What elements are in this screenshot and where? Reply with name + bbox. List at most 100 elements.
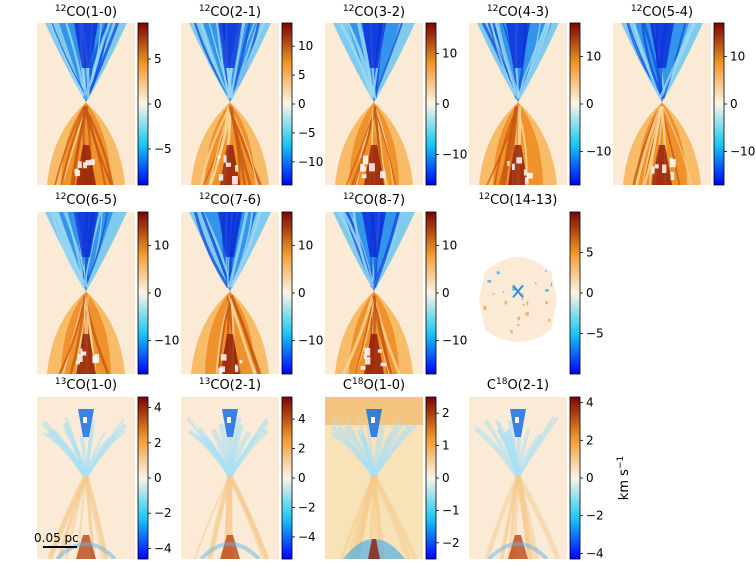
colorbar-tick-label: 0 bbox=[442, 97, 450, 111]
colorbar-tick-label: 0 bbox=[298, 286, 306, 300]
colorbar-tick-label: 0 bbox=[298, 471, 306, 485]
colorbar-tick-label: 2 bbox=[586, 433, 594, 447]
colorbar: 10 0 −10 bbox=[137, 211, 179, 375]
colorbar-tick-label: 5 bbox=[154, 52, 162, 66]
colorbar-gradient bbox=[569, 396, 581, 560]
panel-title: C18O(1-0) bbox=[343, 377, 405, 393]
panel-13: C18O(2-1) 4 2 0 −2 −4 bbox=[469, 377, 604, 560]
colorbar-tick-label: −10 bbox=[586, 145, 611, 159]
colorbar: 5 0 −5 bbox=[137, 22, 172, 186]
title-isotope: 18 bbox=[352, 377, 364, 387]
colorbar-gradient bbox=[137, 22, 149, 186]
colorbar-tick-label: 0 bbox=[730, 97, 738, 111]
colorbar-tick-label: −10 bbox=[442, 334, 467, 348]
colorbar-tick-label: 2 bbox=[154, 436, 162, 450]
panel-title: 13CO(2-1) bbox=[199, 377, 261, 393]
colorbar-tick-label: −2 bbox=[298, 500, 316, 514]
panel-title: C18O(2-1) bbox=[487, 377, 549, 393]
blueshifted-lobe bbox=[45, 212, 127, 292]
panel-title: 12CO(6-5) bbox=[55, 192, 117, 208]
colorbar-tick-label: −10 bbox=[154, 334, 179, 348]
colorbar-tick-label: −10 bbox=[442, 148, 467, 162]
velocity-map-image bbox=[181, 23, 279, 185]
colorbar-tick-label: 0 bbox=[586, 471, 594, 485]
compact-emission bbox=[483, 270, 553, 334]
blueshifted-lobe bbox=[477, 23, 559, 103]
panel-title: 12CO(2-1) bbox=[199, 4, 261, 20]
title-transition: CO(14-13) bbox=[490, 193, 557, 208]
colorbar-tick-label: −4 bbox=[298, 530, 316, 544]
colorbar-tick-label: 0 bbox=[586, 97, 594, 111]
blueshifted-lobe bbox=[189, 212, 271, 292]
panel-title: 12CO(3-2) bbox=[343, 4, 405, 20]
title-transition: O(2-1) bbox=[507, 378, 549, 393]
velocity-map-image bbox=[469, 397, 567, 559]
redshifted-lobe bbox=[47, 102, 125, 185]
blueshifted-lobe bbox=[621, 23, 703, 103]
colorbar-tick-label: −2 bbox=[586, 509, 604, 523]
colorbar-tick-label: −2 bbox=[154, 506, 172, 520]
velocity-map-image bbox=[325, 212, 423, 374]
panel-2: 12CO(2-1) 10 5 0 −5 −10 bbox=[181, 4, 323, 186]
panel-4: 12CO(4-3) 10 0 −10 bbox=[469, 4, 611, 186]
redshifted-lobe bbox=[623, 102, 701, 185]
colorbar-gradient bbox=[281, 22, 293, 186]
colorbar-tick-label: 0 bbox=[154, 97, 162, 111]
faint-emission bbox=[325, 397, 423, 559]
velocity-map-image bbox=[325, 397, 423, 559]
faint-emission bbox=[41, 409, 128, 559]
panel-8: 12CO(8-7) 10 0 −10 bbox=[325, 192, 467, 375]
title-isotope: 12 bbox=[199, 4, 210, 14]
redshifted-lobe bbox=[47, 291, 125, 374]
colorbar-tick-label: 10 bbox=[298, 39, 313, 53]
colorbar-gradient bbox=[281, 211, 293, 375]
colorbar: 2 1 0 −1 −2 bbox=[425, 396, 460, 560]
panel-6: 12CO(6-5) 10 0 −10 bbox=[37, 192, 179, 375]
blueshifted-lobe bbox=[333, 212, 415, 292]
panel-title: 12CO(5-4) bbox=[631, 4, 693, 20]
title-transition: CO(4-3) bbox=[498, 5, 549, 20]
panel-title: 12CO(8-7) bbox=[343, 192, 405, 208]
colorbar: 10 0 −10 bbox=[281, 211, 323, 375]
colorbar-tick-label: 5 bbox=[298, 68, 306, 82]
colorbar-tick-label: −10 bbox=[298, 155, 323, 169]
colorbar: 10 0 −10 bbox=[713, 22, 755, 186]
colorbar: 4 2 0 −2 −4 bbox=[281, 396, 316, 560]
redshifted-lobe bbox=[335, 102, 413, 185]
colorbar-gradient bbox=[425, 211, 437, 375]
title-transition: CO(5-4) bbox=[642, 5, 693, 20]
colorbar-tick-label: −10 bbox=[298, 334, 323, 348]
colorbar-tick-label: 2 bbox=[442, 406, 450, 420]
colorbar-tick-label: 0 bbox=[298, 97, 306, 111]
panel-5: 12CO(5-4) 10 0 −10 bbox=[613, 4, 755, 186]
colorbar-tick-label: −4 bbox=[586, 546, 604, 560]
title-isotope: 12 bbox=[343, 4, 354, 14]
title-transition: CO(2-1) bbox=[210, 378, 261, 393]
velocity-map-image bbox=[469, 23, 567, 185]
redshifted-lobe bbox=[191, 291, 269, 374]
title-transition: CO(3-2) bbox=[354, 5, 405, 20]
colorbar: 10 0 −10 bbox=[425, 211, 467, 375]
colorbar-gradient bbox=[281, 396, 293, 560]
velocity-map-image bbox=[479, 257, 557, 342]
extras-layer: km s−1 0.05 pc bbox=[34, 456, 632, 548]
colorbar-gradient bbox=[137, 396, 149, 560]
blueshifted-lobe bbox=[333, 23, 415, 103]
velocity-map-image bbox=[613, 23, 711, 185]
title-transition: O(1-0) bbox=[363, 378, 405, 393]
title-isotope: 12 bbox=[199, 192, 210, 202]
title-isotope: 12 bbox=[55, 4, 66, 14]
panel-title: 12CO(7-6) bbox=[199, 192, 261, 208]
colorbar-tick-label: 1 bbox=[442, 439, 450, 453]
colorbar-tick-label: −10 bbox=[730, 145, 755, 159]
panel-7: 12CO(7-6) 10 0 −10 bbox=[181, 192, 323, 375]
colorbar-tick-label: 0 bbox=[442, 471, 450, 485]
title-isotope: 12 bbox=[631, 4, 642, 14]
panel-1: 12CO(1-0) 5 0 −5 bbox=[37, 4, 172, 186]
velocity-map-image bbox=[37, 397, 135, 559]
title-transition: CO(1-0) bbox=[66, 378, 117, 393]
title-isotope: 12 bbox=[479, 192, 490, 202]
title-isotope: 12 bbox=[55, 192, 66, 202]
colorbar-tick-label: 0 bbox=[154, 471, 162, 485]
faint-emission bbox=[474, 409, 561, 559]
